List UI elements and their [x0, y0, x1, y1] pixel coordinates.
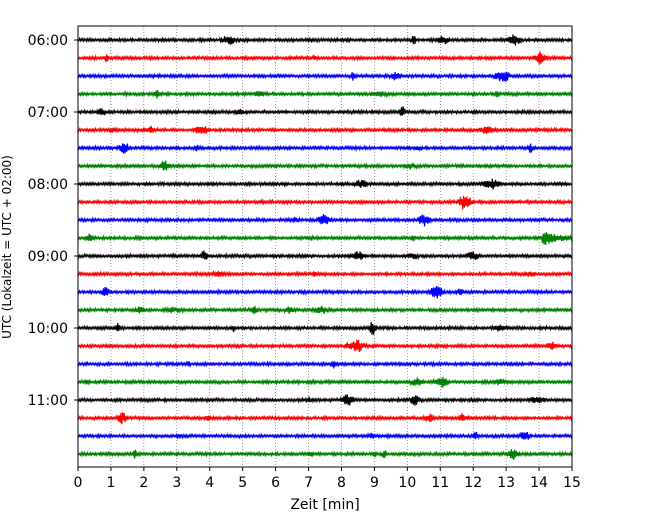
- x-tick-label: 4: [205, 475, 214, 491]
- plot-frame: [77, 25, 573, 468]
- trace-0630: [77, 71, 573, 82]
- trace-1100: [77, 394, 573, 406]
- x-axis-ticks: 0 1 2 3 4 5 6 7 8 9 10 11 12 13 14 15: [74, 467, 581, 491]
- trace-0845: [77, 232, 573, 246]
- trace-1000: [77, 321, 573, 335]
- trace-0830: [77, 214, 573, 227]
- y-tick-label: 09:00: [28, 249, 68, 265]
- x-tick-label: 8: [337, 475, 346, 491]
- y-tick-label: 06:00: [28, 33, 68, 49]
- x-tick-label: 1: [106, 475, 115, 491]
- trace-0715: [77, 125, 573, 134]
- x-tick-label: 11: [431, 475, 449, 491]
- y-tick-label: 08:00: [28, 177, 68, 193]
- y-tick-label: 10:00: [28, 321, 68, 337]
- trace-0730: [77, 143, 573, 154]
- trace-1115: [77, 412, 573, 425]
- x-tick-label: 6: [271, 475, 280, 491]
- y-axis-ticks: 06:00 07:00 08:00 09:00 10:00 11:00: [28, 33, 78, 409]
- trace-0615: [77, 51, 573, 65]
- trace-1015: [77, 339, 573, 352]
- trace-1130: [77, 431, 573, 441]
- trace-1045: [77, 376, 573, 389]
- trace-0930: [77, 286, 573, 299]
- trace-0700: [77, 106, 573, 116]
- trace-0900: [77, 250, 573, 261]
- x-tick-label: 0: [74, 475, 83, 491]
- x-tick-label: 5: [238, 475, 247, 491]
- trace-0600: [77, 34, 573, 46]
- x-tick-label: 9: [370, 475, 379, 491]
- y-tick-label: 07:00: [28, 105, 68, 121]
- trace-0915: [77, 269, 573, 278]
- x-tick-label: 14: [530, 475, 548, 491]
- trace-1030: [77, 360, 573, 369]
- y-tick-label: 11:00: [28, 393, 68, 409]
- y-axis-label: UTC (Lokalzeit = UTC + 02:00): [0, 155, 14, 339]
- trace-0800: [77, 178, 573, 190]
- x-tick-label: 10: [398, 475, 416, 491]
- x-tick-label: 3: [172, 475, 181, 491]
- x-tick-label: 7: [304, 475, 313, 491]
- x-tick-label: 12: [464, 475, 482, 491]
- x-axis-label: Zeit [min]: [290, 497, 359, 513]
- x-tick-label: 13: [497, 475, 515, 491]
- trace-1145: [77, 449, 573, 460]
- trace-0645: [77, 90, 573, 99]
- seismic-traces: [77, 34, 573, 460]
- x-tick-label: 15: [563, 475, 581, 491]
- x-tick-label: 2: [139, 475, 148, 491]
- trace-0745: [77, 160, 573, 171]
- trace-0945: [77, 305, 573, 315]
- trace-0815: [77, 195, 573, 210]
